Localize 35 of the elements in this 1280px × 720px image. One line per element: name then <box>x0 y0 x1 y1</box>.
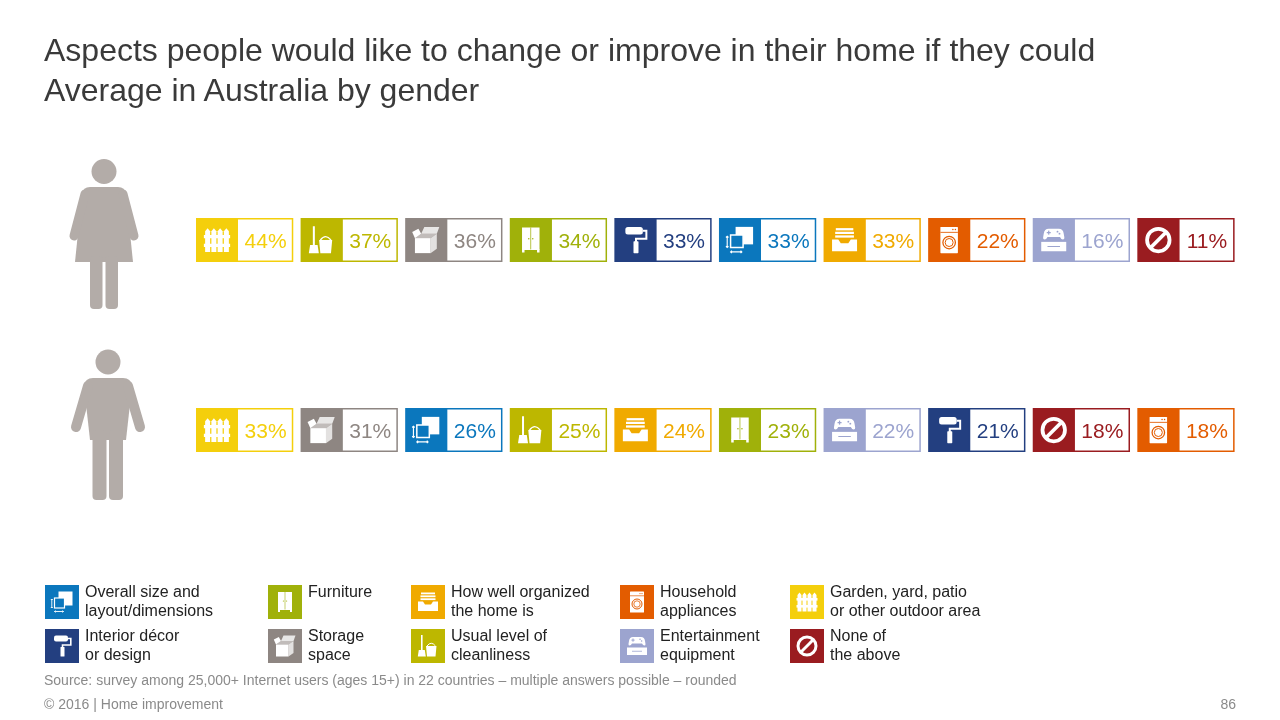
category-label: Garden, yard, patio or other outdoor area <box>830 583 981 619</box>
category-label: Entertainment equipment <box>660 627 761 663</box>
data-label: 16% <box>1081 229 1124 252</box>
text: Aspects people would like to change or improve in their home if they could <box>44 32 1096 68</box>
data-label: 44% <box>244 229 287 252</box>
category-label: Overall size and layout/dimensions <box>85 583 214 619</box>
data-label: 33% <box>662 229 706 252</box>
source-note: Source: survey among 25,000+ Internet users (ages 15+) in 22 countries – multiple answers possible – rounded <box>44 672 737 688</box>
data-label: 36% <box>453 229 496 252</box>
data-label: 11% <box>1186 229 1228 252</box>
data-label: 34% <box>558 229 601 252</box>
data-label: 23% <box>767 419 810 442</box>
category-label: Storage space <box>308 627 365 663</box>
text: 86 <box>1220 696 1237 712</box>
category-label: Interior décor or design <box>85 627 180 663</box>
data-label: 22% <box>976 229 1019 252</box>
data-label: 33% <box>244 419 287 442</box>
data-label: 25% <box>558 419 601 442</box>
data-label: 22% <box>872 419 915 442</box>
category-label: Furniture <box>308 583 373 600</box>
text: © 2016 | Home improvement <box>44 696 224 712</box>
data-label: 18% <box>1185 419 1228 442</box>
data-label: 31% <box>349 419 392 442</box>
data-label: 21% <box>976 419 1019 442</box>
data-label: 33% <box>872 229 915 252</box>
category-label: Household appliances <box>660 583 737 619</box>
category-label: None of the above <box>830 627 901 663</box>
data-label: 24% <box>662 419 706 442</box>
data-label: 37% <box>349 229 392 252</box>
category-label: How well organized the home is <box>451 583 590 619</box>
data-label: 33% <box>767 229 810 252</box>
data-label: 18% <box>1081 419 1124 442</box>
category-label: Usual level of cleanliness <box>451 627 548 663</box>
text: Average in Australia by gender <box>44 72 480 108</box>
data-label: 26% <box>453 419 496 442</box>
